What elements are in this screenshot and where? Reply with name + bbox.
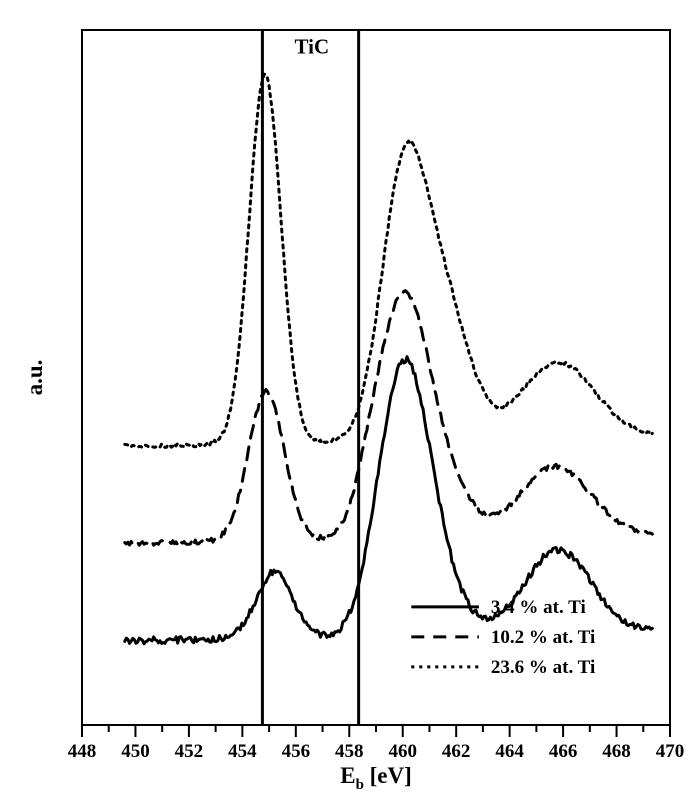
legend-label-0: 3.4 % at. Ti xyxy=(491,597,586,618)
xtick-label: 460 xyxy=(388,741,417,762)
legend-label-2: 23.6 % at. Ti xyxy=(491,657,595,678)
xtick-label: 448 xyxy=(68,741,97,762)
xtick-label: 462 xyxy=(442,741,471,762)
annotation-tic: TiC xyxy=(295,35,330,59)
y-axis-label: a.u. xyxy=(22,360,47,396)
xtick-label: 456 xyxy=(282,741,311,762)
xps-spectrum-chart: TiC448450452454456458460462464466468470E… xyxy=(0,0,700,805)
xtick-label: 450 xyxy=(121,741,150,762)
xtick-label: 470 xyxy=(656,741,685,762)
xtick-label: 452 xyxy=(175,741,204,762)
xtick-label: 458 xyxy=(335,741,364,762)
xtick-label: 454 xyxy=(228,741,257,762)
xtick-label: 466 xyxy=(549,741,578,762)
legend-label-1: 10.2 % at. Ti xyxy=(491,627,595,648)
xtick-label: 468 xyxy=(602,741,631,762)
xtick-label: 464 xyxy=(495,741,524,762)
